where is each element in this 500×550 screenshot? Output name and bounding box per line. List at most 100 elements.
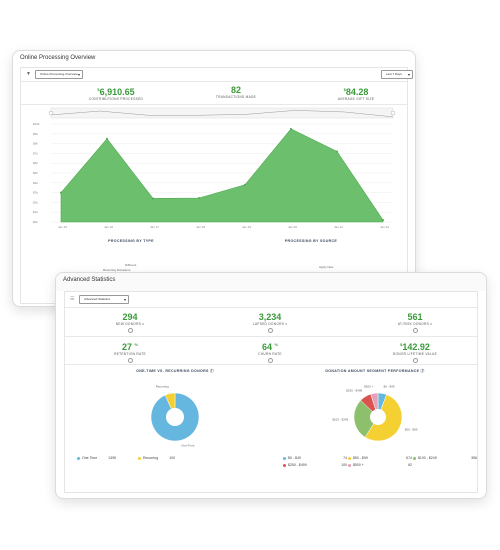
info-icon[interactable]: ⓘ bbox=[210, 369, 214, 373]
pie-label: One-Time bbox=[181, 443, 195, 447]
data-point[interactable] bbox=[336, 150, 338, 153]
pie-label-different: Different bbox=[125, 263, 136, 267]
legend-dot bbox=[412, 456, 416, 460]
x-tick-label: Jan 22 bbox=[380, 225, 389, 229]
overview-filter-select[interactable]: Online Processing Overview ▾ bbox=[35, 70, 83, 79]
new-donors-stat: 294 New Donors ▾ bbox=[90, 312, 170, 333]
x-tick-label: Jan 16 bbox=[104, 225, 113, 229]
segment-legend: $0 - $49 74 $50 - $99 674 $100 - $249 35… bbox=[283, 456, 478, 467]
x-tick-label: Jan 19 bbox=[242, 225, 251, 229]
info-icon[interactable] bbox=[412, 328, 418, 333]
legend-dot bbox=[347, 456, 351, 460]
legend-dot bbox=[283, 456, 286, 460]
chevron-down-icon: ▾ bbox=[77, 72, 80, 77]
chevron-down-icon: ▾ bbox=[407, 72, 410, 77]
legend-dot bbox=[347, 463, 351, 467]
online-processing-title: Online Processing Overview bbox=[20, 55, 96, 61]
donor-lifetime-value-stat: $142.92 Donor Lifetime Value bbox=[375, 340, 455, 363]
legend-item-segment-0: $0 - $49 74 bbox=[283, 456, 347, 460]
divider bbox=[21, 104, 407, 105]
data-point[interactable] bbox=[60, 191, 62, 194]
info-icon[interactable] bbox=[267, 328, 273, 333]
info-icon[interactable] bbox=[412, 358, 418, 363]
advanced-filter-select[interactable]: Advanced Statistics ▾ bbox=[79, 295, 129, 304]
divider bbox=[65, 336, 477, 337]
at-risk-donors-stat: 561 At-Risk Donors ▾ bbox=[375, 312, 455, 333]
processing-by-type-title: Processing by Type bbox=[108, 239, 154, 243]
lapsed-donors-stat: 3,234 Lapsed Donors ▾ bbox=[230, 312, 310, 333]
segment-pie-chart: $0 - $49 $50 - $99 $100 - $249 $250 - $499$… bbox=[332, 384, 418, 442]
area-series bbox=[60, 128, 384, 223]
divider bbox=[65, 307, 477, 308]
advanced-statistics-title: Advanced Statistics bbox=[56, 273, 486, 291]
legend-item-segment-3: $250 - $499 100 bbox=[283, 463, 347, 467]
x-tick-label: Jan 21 bbox=[334, 225, 343, 229]
info-icon[interactable] bbox=[267, 358, 273, 363]
y-tick-label: $2k bbox=[33, 200, 38, 204]
y-tick-label: $9k bbox=[33, 132, 38, 136]
pie-label: $500 + bbox=[364, 384, 374, 388]
contributions-processed-stat: $6,910.65 Contributions Processed bbox=[88, 87, 144, 101]
legend-dot bbox=[283, 463, 286, 467]
y-tick-label: $5k bbox=[33, 171, 38, 175]
filter-icon[interactable]: ☰ bbox=[70, 296, 75, 302]
online-processing-card: Online Processing Overview ▼ Online Proc… bbox=[12, 50, 416, 307]
advanced-statistics-card: Advanced Statistics ☰ Advanced Statistic… bbox=[55, 272, 487, 499]
y-tick-label: $3k bbox=[33, 191, 38, 195]
filter-icon[interactable]: ▾ bbox=[285, 322, 288, 326]
info-icon[interactable]: ⓘ bbox=[420, 369, 425, 373]
legend-dot bbox=[137, 456, 141, 460]
donors-pie-chart: One-Time Recurring bbox=[150, 385, 200, 447]
range-navigator[interactable] bbox=[50, 107, 394, 119]
y-tick-label: $10k bbox=[33, 122, 40, 126]
range-handle-left[interactable] bbox=[48, 110, 54, 116]
legend-item-segment-4: $500 + 62 bbox=[347, 463, 412, 467]
y-tick-label: $6k bbox=[33, 161, 38, 165]
donors-chart-title: One-Time vs. Recurring Donors ⓘ bbox=[136, 369, 214, 373]
pie-label: $250 - $499 bbox=[346, 389, 362, 393]
data-point[interactable] bbox=[198, 196, 200, 199]
data-point[interactable] bbox=[152, 197, 154, 200]
data-point[interactable] bbox=[382, 219, 384, 222]
retention-rate-stat: 27 % Retention Rate bbox=[90, 340, 170, 363]
filter-icon[interactable]: ▼ bbox=[26, 71, 31, 77]
advanced-statistics-panel: ☰ Advanced Statistics ▾ 294 New Donors ▾ … bbox=[64, 291, 478, 493]
y-tick-label: $4k bbox=[33, 181, 38, 185]
pie-label: $0 - $49 bbox=[383, 385, 394, 389]
data-point[interactable] bbox=[290, 127, 292, 130]
y-tick-label: $7k bbox=[33, 151, 38, 155]
info-icon[interactable] bbox=[127, 328, 133, 333]
segment-chart-title: Donation Amount Segment Performance ⓘ bbox=[325, 369, 425, 373]
average-gift-size-stat: $84.28 Average Gift Size bbox=[337, 87, 375, 101]
data-point[interactable] bbox=[244, 183, 246, 186]
pie-label: $50 - $99 bbox=[405, 428, 418, 432]
online-processing-panel: ▼ Online Processing Overview ▾ Last 7 Day… bbox=[20, 67, 413, 304]
legend-item-segment-1: $50 - $99 674 bbox=[347, 456, 412, 460]
pie-label-recurring: Recurring Donations bbox=[103, 268, 131, 272]
legend-item-recurring: Recurring 100 bbox=[137, 456, 188, 460]
y-tick-label: $1k bbox=[33, 210, 38, 214]
x-tick-label: Jan 20 bbox=[288, 225, 297, 229]
filter-icon[interactable]: ▾ bbox=[142, 322, 145, 326]
divider bbox=[65, 364, 477, 365]
legend-dot bbox=[77, 456, 80, 460]
filter-icon[interactable]: ▾ bbox=[430, 322, 433, 326]
date-range-select[interactable]: Last 7 Days ▾ bbox=[381, 70, 413, 79]
pie-slice[interactable] bbox=[353, 399, 379, 438]
y-tick-label: $0k bbox=[33, 220, 38, 224]
pie-hole bbox=[370, 409, 386, 425]
range-handle-right[interactable] bbox=[390, 110, 396, 116]
data-point[interactable] bbox=[106, 137, 108, 140]
divider bbox=[21, 81, 407, 82]
legend-item-segment-2: $100 - $249 356 bbox=[412, 456, 477, 460]
info-icon[interactable] bbox=[127, 358, 133, 363]
donors-legend: One Time 1395 Recurring 100 bbox=[77, 456, 197, 460]
x-tick-label: Jan 18 bbox=[196, 225, 205, 229]
transactions-made-stat: 82 Transactions Made bbox=[215, 85, 257, 99]
pie-label-apply-now: Apply Now bbox=[319, 265, 334, 269]
legend-item-one-time: One Time 1395 bbox=[77, 456, 137, 460]
contributions-area-chart: $0k $1k $2k $3k $4k $5k $6k $7k $8k $9k $10k Jan 15… bbox=[33, 107, 396, 229]
pie-label: Recurring bbox=[156, 385, 169, 389]
processing-by-source-title: Processing by Source bbox=[284, 239, 338, 243]
chevron-down-icon: ▾ bbox=[123, 297, 126, 302]
